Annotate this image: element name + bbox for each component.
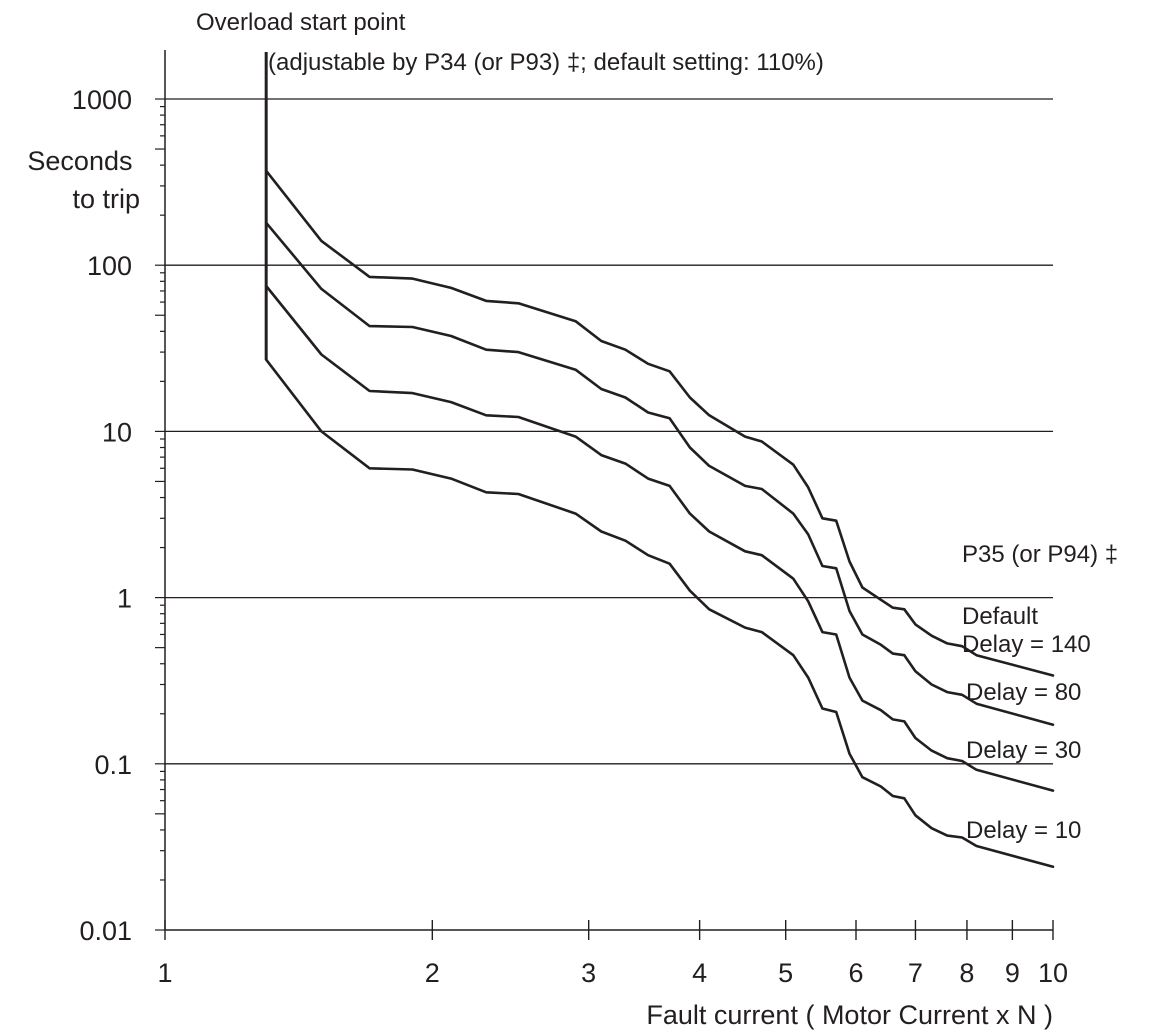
series-label-4: Delay = 10	[966, 817, 1081, 844]
axes	[155, 50, 1054, 940]
series-label-1: Delay = 140	[962, 631, 1091, 658]
default-note: Default	[962, 603, 1038, 630]
y-axis-title: Seconds to trip	[27, 146, 140, 214]
x-tick-label: 9	[1005, 958, 1020, 988]
series-line-1	[264, 169, 1055, 677]
x-tick-labels: 1 2 3 4 5 6 7 8 9 10	[157, 958, 1068, 988]
y-tick-label: 1000	[72, 85, 132, 115]
y-tick-label: 1	[117, 584, 132, 614]
series-line-3	[264, 284, 1055, 792]
x-tick-label: 8	[959, 958, 974, 988]
overload-label-line1: Overload start point	[196, 9, 406, 36]
x-tick-label: 5	[778, 958, 793, 988]
x-tick-label: 4	[692, 958, 707, 988]
y-tick-label: 0.01	[79, 916, 132, 946]
x-tick-label: 1	[157, 958, 172, 988]
series-line-2	[264, 221, 1055, 727]
x-tick-label: 6	[848, 958, 863, 988]
y-tick-label: 100	[87, 251, 132, 281]
x-tick-label: 10	[1038, 958, 1068, 988]
x-tick-label: 2	[425, 958, 440, 988]
y-tick-labels: 0.01 0.1 1 10 100 1000	[72, 85, 132, 946]
y-tick-label: 0.1	[94, 750, 132, 780]
x-axis-title: Fault current ( Motor Current x N )	[646, 1000, 1053, 1030]
x-tick-label: 7	[908, 958, 923, 988]
y-axis-title-line2: to trip	[72, 184, 140, 214]
series-line-4	[264, 358, 1055, 869]
series-labels: Delay = 140 Delay = 80 Delay = 30 Delay = 1…	[962, 631, 1091, 844]
legend-title: P35 (or P94) ‡	[962, 541, 1118, 568]
series-label-2: Delay = 80	[966, 679, 1081, 706]
grid-lines	[165, 98, 1053, 765]
overload-label-line2: (adjustable by P34 (or P93) ‡; default s…	[268, 49, 824, 76]
y-tick-label: 10	[102, 417, 132, 447]
series-lines	[264, 169, 1055, 869]
series-label-3: Delay = 30	[966, 737, 1081, 764]
x-tick-label: 3	[581, 958, 596, 988]
y-axis-title-line1: Seconds	[27, 146, 132, 176]
